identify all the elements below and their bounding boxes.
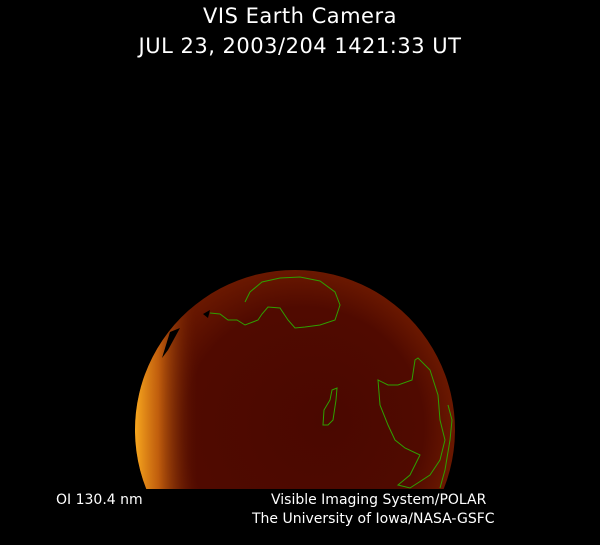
instrument-credit: Visible Imaging System/POLAR: [271, 492, 487, 508]
dayglow-limb: [135, 269, 456, 489]
wavelength-label: OI 130.4 nm: [56, 492, 143, 508]
earth-image: [135, 269, 456, 489]
limb-shadow: [162, 328, 180, 358]
limb-shadow-2: [203, 310, 210, 318]
coastlines: [209, 276, 453, 489]
timestamp: JUL 23, 2003/204 1421:33 UT: [138, 34, 462, 58]
institution-credit: The University of Iowa/NASA-GSFC: [252, 511, 495, 527]
image-title: VIS Earth Camera: [203, 4, 397, 28]
